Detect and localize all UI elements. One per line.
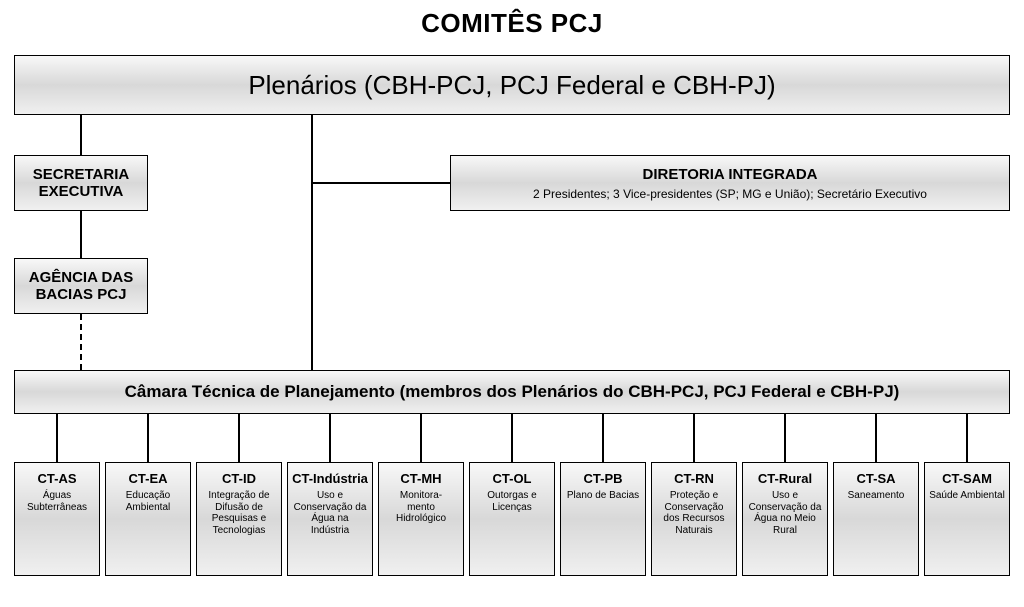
line-sec-age-v (80, 211, 82, 258)
ct-code: CT-Rural (758, 471, 812, 486)
agencia-l2: BACIAS PCJ (36, 286, 127, 303)
line-ct-drop (966, 414, 968, 462)
ct-desc: Educação Ambiental (110, 490, 186, 513)
ct-box: CT-SAM Saúde Ambiental (924, 462, 1010, 576)
ct-desc: Saúde Ambiental (929, 490, 1005, 502)
line-plen-sec-v (80, 115, 82, 155)
diretoria-box: DIRETORIA INTEGRADA 2 Presidentes; 3 Vic… (450, 155, 1010, 211)
diretoria-title: DIRETORIA INTEGRADA (642, 166, 817, 183)
ct-box: CT-Rural Uso e Conservação da Água no Mei… (742, 462, 828, 576)
line-ct-drop (56, 414, 58, 462)
ct-code: CT-Indústria (292, 471, 368, 486)
ct-code: CT-EA (129, 471, 168, 486)
ct-code: CT-ID (222, 471, 256, 486)
ct-desc: Saneamento (848, 490, 905, 502)
line-main-dir-h (311, 182, 450, 184)
line-ct-drop (238, 414, 240, 462)
ct-desc: Integração de Difusão de Pesquisas e Tec… (201, 490, 277, 536)
camara-box: Câmara Técnica de Planejamento (membros … (14, 370, 1010, 414)
ct-desc: Outorgas e Licenças (474, 490, 550, 513)
ct-code: CT-SAM (942, 471, 992, 486)
ct-code: CT-AS (38, 471, 77, 486)
page-title: COMITÊS PCJ (0, 8, 1024, 39)
line-ct-drop (147, 414, 149, 462)
line-ct-drop (875, 414, 877, 462)
ct-code: CT-RN (674, 471, 714, 486)
ct-box: CT-Indústria Uso e Conservação da Água na… (287, 462, 373, 576)
diretoria-sub: 2 Presidentes; 3 Vice-presidentes (SP; M… (533, 187, 927, 201)
ct-box: CT-ID Integração de Difusão de Pesquisas … (196, 462, 282, 576)
secretaria-l1: SECRETARIA (33, 166, 129, 183)
ct-code: CT-SA (857, 471, 896, 486)
plenarios-label: Plenários (CBH-PCJ, PCJ Federal e CBH-PJ… (248, 70, 775, 101)
line-ct-drop (511, 414, 513, 462)
line-ct-drop (329, 414, 331, 462)
ct-box: CT-OL Outorgas e Licenças (469, 462, 555, 576)
ct-desc: Proteção e Conservação dos Recursos Natu… (656, 490, 732, 536)
ct-desc: Uso e Conservação da Água na Indústria (292, 490, 368, 536)
ct-box: CT-EA Educação Ambiental (105, 462, 191, 576)
line-ct-drop (693, 414, 695, 462)
line-ct-drop (784, 414, 786, 462)
secretaria-box: SECRETARIA EXECUTIVA (14, 155, 148, 211)
ct-box: CT-PB Plano de Bacias (560, 462, 646, 576)
ct-box: CT-MH Monitora- mento Hidrológico (378, 462, 464, 576)
ct-box: CT-SA Saneamento (833, 462, 919, 576)
ct-desc: Monitora- mento Hidrológico (383, 490, 459, 525)
plenarios-box: Plenários (CBH-PCJ, PCJ Federal e CBH-PJ… (14, 55, 1010, 115)
ct-desc: Águas Subterrâneas (19, 490, 95, 513)
ct-box: CT-AS Águas Subterrâneas (14, 462, 100, 576)
line-plen-main-v (311, 115, 313, 370)
ct-desc: Uso e Conservação da Água no Meio Rural (747, 490, 823, 536)
line-ct-drop (602, 414, 604, 462)
agencia-l1: AGÊNCIA DAS (29, 269, 133, 286)
agencia-box: AGÊNCIA DAS BACIAS PCJ (14, 258, 148, 314)
secretaria-l2: EXECUTIVA (39, 183, 124, 200)
ct-box: CT-RN Proteção e Conservação dos Recursos… (651, 462, 737, 576)
camara-label: Câmara Técnica de Planejamento (membros … (125, 382, 900, 402)
line-ct-drop (420, 414, 422, 462)
line-age-cam-dash (80, 314, 82, 370)
ct-code: CT-PB (584, 471, 623, 486)
ct-desc: Plano de Bacias (567, 490, 639, 502)
ct-code: CT-MH (400, 471, 441, 486)
ct-code: CT-OL (493, 471, 532, 486)
